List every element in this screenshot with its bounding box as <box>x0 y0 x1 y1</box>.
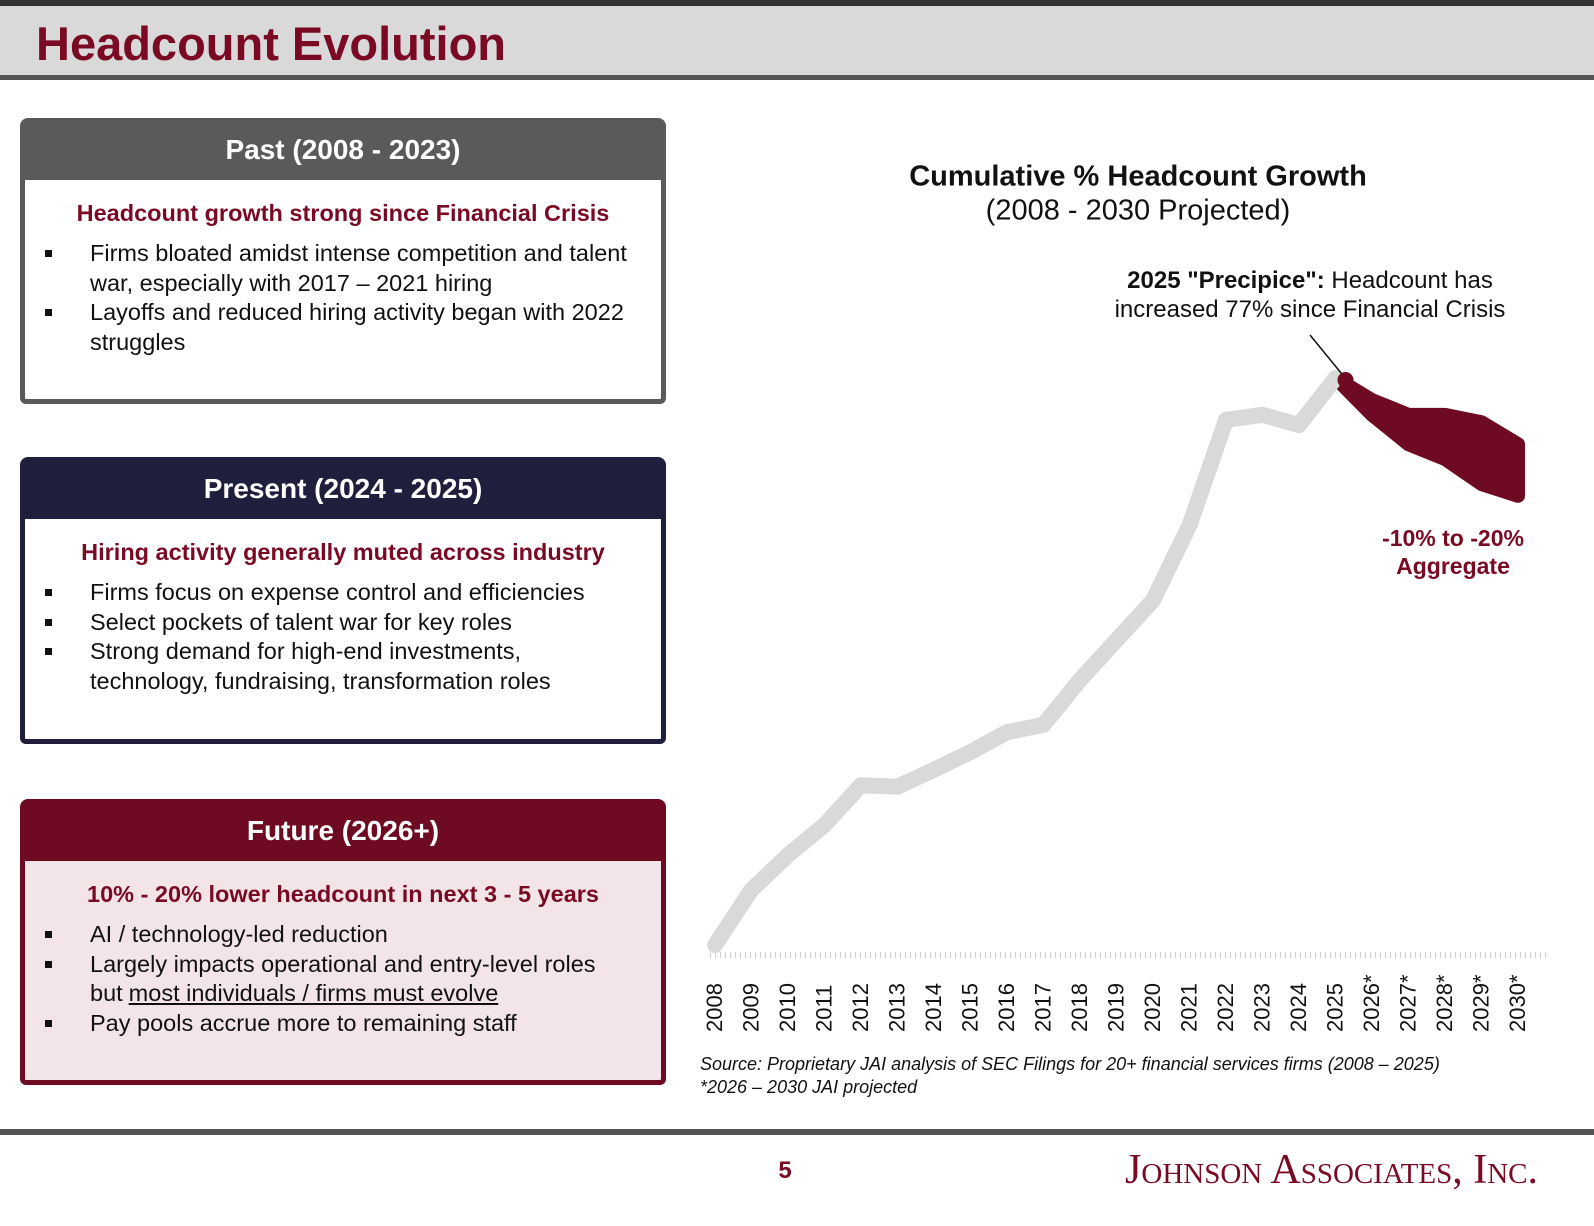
panel-subtitle: 10% - 20% lower headcount in next 3 - 5 … <box>87 881 599 907</box>
footer-rule <box>0 1129 1594 1135</box>
bullet: Firms focus on expense control and effic… <box>25 578 661 608</box>
projection-band <box>1328 371 1525 503</box>
company-name: Johnson Associates, Inc. <box>1125 1147 1538 1193</box>
x-tick-label: 2022 <box>1213 983 1238 1032</box>
x-tick-label: 2030* <box>1505 974 1530 1032</box>
bullet: Strong demand for high-end investments, … <box>25 637 661 696</box>
annotation-bold: 2025 "Precipice": <box>1127 267 1325 294</box>
page-title: Headcount Evolution <box>36 17 506 70</box>
panel: Present (2024 - 2025) Hiring activity gen… <box>20 457 666 744</box>
projection-note: *2026 – 2030 JAI projected <box>700 1077 918 1097</box>
notes: Source: Proprietary JAI analysis of SEC … <box>700 1053 1440 1099</box>
annotation-text: Headcount has increased 77% since Financ… <box>1114 267 1506 323</box>
top-bar <box>0 0 1594 6</box>
panel: Future (2026+) 10% - 20% lower headcount … <box>20 799 666 1085</box>
annotation-pointer <box>1309 334 1345 377</box>
header-band <box>0 6 1594 75</box>
chart-title: Cumulative % Headcount Growth <box>909 161 1367 193</box>
x-tick-label: 2010 <box>775 983 800 1032</box>
bullet: Pay pools accrue more to remaining staff <box>25 1009 661 1039</box>
x-tick-label: 2017 <box>1030 983 1055 1032</box>
bullet-text: Largely impacts operational and entry-le… <box>90 950 596 1007</box>
x-tick-label: 2029* <box>1468 974 1493 1032</box>
annotation: 2025 "Precipice": Headcount has increase… <box>1090 266 1530 324</box>
x-tick-label: 2020 <box>1140 983 1165 1032</box>
x-tick-label: 2019 <box>1103 983 1128 1032</box>
panel-body: 10% - 20% lower headcount in next 3 - 5 … <box>20 861 666 1085</box>
x-tick-label: 2018 <box>1067 983 1092 1032</box>
panel-title: Past (2008 - 2023) <box>20 118 666 180</box>
bullet-underlined: most individuals / firms must evolve <box>128 980 499 1006</box>
precipice-point <box>1337 372 1354 388</box>
header-rule <box>0 75 1594 80</box>
x-tick-label: 2028* <box>1432 974 1457 1032</box>
x-tick-label: 2009 <box>738 983 763 1032</box>
panel-body: Headcount growth strong since Financial … <box>20 180 666 404</box>
x-tick-label: 2014 <box>921 983 946 1032</box>
x-tick-label: 2024 <box>1286 983 1311 1032</box>
bullet: Select pockets of talent war for key rol… <box>25 608 661 638</box>
bullet-list: Firms focus on expense control and effic… <box>25 578 661 696</box>
x-tick-label: 2012 <box>848 983 873 1032</box>
bullet-list: AI / technology-led reduction Largely imp… <box>25 920 661 1038</box>
bullet: Firms bloated amidst intense competition… <box>25 239 661 298</box>
chart-subtitle: (2008 - 2030 Projected) <box>986 195 1291 227</box>
x-tick-label: 2011 <box>811 985 836 1032</box>
x-tick-label: 2021 <box>1176 983 1201 1032</box>
panel-title: Present (2024 - 2025) <box>20 457 666 519</box>
bullet: AI / technology-led reduction <box>25 920 661 950</box>
panel-subtitle: Headcount growth strong since Financial … <box>76 200 610 226</box>
line <box>707 370 1344 953</box>
panel-subtitle: Hiring activity generally muted across i… <box>81 539 605 565</box>
x-tick-label: 2008 <box>702 983 727 1032</box>
x-tick-label: 2023 <box>1249 983 1274 1032</box>
bullet: Layoffs and reduced hiring activity bega… <box>25 298 661 357</box>
chart: Cumulative % Headcount Growth (2008 - 20… <box>702 161 1550 1032</box>
band-label: -10% to -20% Aggregate <box>1340 524 1566 580</box>
x-tick-label: 2026* <box>1359 974 1384 1032</box>
panel-title: Future (2026+) <box>20 799 666 861</box>
band-label-line: -10% to -20% <box>1382 525 1524 551</box>
source-note: Source: Proprietary JAI analysis of SEC … <box>700 1054 1440 1074</box>
panel-body: Hiring activity generally muted across i… <box>20 519 666 744</box>
x-tick-label: 2015 <box>957 983 982 1032</box>
x-tick-label: 2013 <box>884 983 909 1032</box>
panel: Past (2008 - 2023) Headcount growth stron… <box>20 118 666 404</box>
page-number: 5 <box>778 1157 792 1184</box>
x-tick-label: 2025 <box>1322 983 1347 1032</box>
band-label-line: Aggregate <box>1396 553 1510 579</box>
bullet: Largely impacts operational and entry-le… <box>25 950 661 1009</box>
x-tick-label: 2016 <box>994 983 1019 1032</box>
x-tick-label: 2027* <box>1395 974 1420 1032</box>
bullet-list: Firms bloated amidst intense competition… <box>25 239 661 357</box>
